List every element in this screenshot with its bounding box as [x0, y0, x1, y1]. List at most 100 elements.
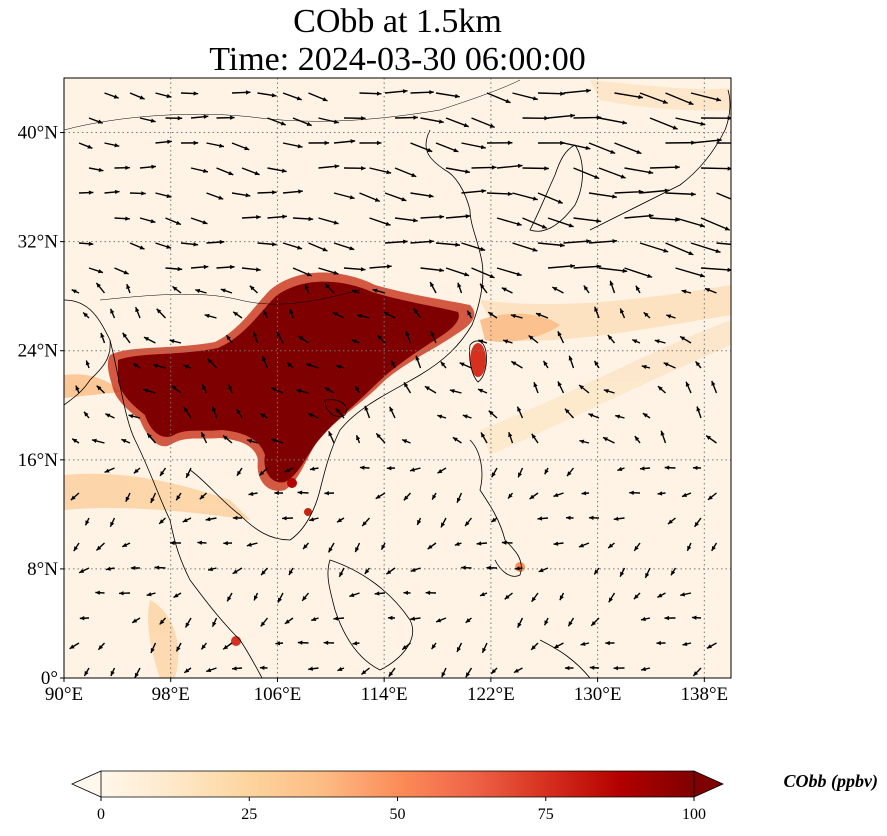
wind-arrow-head [125, 216, 130, 221]
wind-arrow-head [538, 568, 544, 573]
wind-arrow-head [328, 431, 333, 437]
wind-arrow-head [580, 641, 586, 646]
wind-arrow-head [389, 406, 394, 412]
wind-arrow-head [682, 492, 688, 497]
wind-arrow-head [298, 335, 304, 341]
wind-arrow-head [488, 410, 494, 416]
wind-arrow-head [440, 361, 446, 367]
wind-arrow-head [333, 220, 339, 225]
wind-arrow-head [143, 337, 149, 342]
wind-arrow-head [324, 140, 330, 146]
wind-arrow-head [517, 406, 522, 412]
wind-arrow-head [645, 572, 650, 578]
border-china-south [99, 289, 361, 305]
wind-arrow-head [553, 492, 559, 498]
wind-arrow-head [170, 540, 175, 546]
wind-arrow-head [660, 430, 665, 436]
wind-arrow-head [486, 565, 491, 570]
wind-arrow-head [528, 335, 534, 341]
wind-arrow-head [456, 646, 461, 652]
wind-arrow-head [459, 362, 465, 367]
wind-arrow-head [664, 188, 670, 193]
wind-arrow-head [130, 565, 136, 571]
wind-arrow-head [583, 285, 589, 291]
wind-arrow-head [531, 433, 537, 439]
wind-arrow-shaft [665, 92, 694, 106]
wind-arrow-head [143, 388, 148, 393]
wind-arrow-head [261, 570, 266, 576]
wind-arrow-head [463, 123, 469, 128]
wind-arrow-head [146, 592, 152, 597]
wind-arrow-head [667, 519, 673, 525]
plume-spot [515, 562, 525, 572]
wind-arrow-head [501, 540, 507, 545]
wind-arrow-head [570, 263, 575, 269]
wind-arrow-head [152, 363, 158, 368]
wind-arrow-head [70, 495, 76, 501]
wind-arrow-head [297, 144, 303, 149]
wind-arrow-head [212, 621, 217, 627]
wind-arrow-head [377, 335, 383, 340]
wind-arrow-head [612, 194, 617, 199]
plume-core [118, 281, 459, 483]
wind-arrow-head [173, 593, 179, 598]
wind-arrow-head [286, 362, 292, 368]
wind-arrow-head [620, 174, 626, 179]
wind-arrow-shaft [649, 217, 680, 221]
wind-arrow-shaft [639, 189, 670, 194]
wind-arrow-head [88, 190, 94, 195]
coastline-borneo [327, 559, 413, 671]
plume-patch-east-taiwan [480, 313, 560, 342]
wind-arrow-head [151, 164, 156, 170]
wind-arrow-head [133, 363, 139, 368]
longitude-tick-label: 90°E [45, 684, 83, 705]
wind-arrow-head [405, 331, 410, 337]
wind-arrow-head [123, 270, 129, 275]
wind-arrow-head [670, 570, 676, 576]
wind-arrow-head [664, 615, 670, 621]
wind-arrow-shaft [690, 242, 721, 253]
wind-arrow-head [386, 169, 392, 175]
wind-arrow-head [223, 435, 228, 441]
wind-arrow-head [322, 247, 328, 252]
wind-arrow-head [98, 269, 103, 274]
wind-arrow-head [376, 140, 382, 146]
wind-arrow-head [352, 641, 358, 646]
wind-arrow-head [311, 616, 317, 622]
wind-arrow-head [711, 545, 716, 551]
wind-arrow-head [515, 566, 520, 571]
wind-arrow-head [634, 545, 639, 551]
wind-arrow-head [387, 615, 393, 621]
wind-arrow-head [306, 272, 312, 277]
wind-arrow-head [183, 364, 189, 369]
wind-arrow-head [633, 594, 639, 600]
longitude-tick-label: 122°E [467, 684, 515, 705]
wind-arrow-head [275, 641, 281, 646]
colorbar-ticks: 0 25 50 75 100 [97, 797, 706, 823]
wind-arrow-head [204, 313, 210, 319]
wind-arrow-head [262, 356, 267, 362]
wind-arrow-head [205, 517, 211, 522]
wind-arrow-head [227, 596, 232, 602]
wind-arrow-head [245, 90, 251, 95]
wind-arrow-head [375, 494, 381, 499]
wind-arrow-head [636, 149, 642, 154]
wind-arrow-shaft [588, 142, 616, 155]
wind-arrow-head [557, 331, 562, 337]
wind-arrow-shaft [675, 117, 706, 126]
wind-arrow-shaft [700, 267, 731, 271]
colorbar-extend-max [693, 770, 724, 798]
wind-arrow-head [553, 644, 559, 649]
wind-arrow-head [605, 640, 610, 646]
wind-arrow-head [114, 189, 120, 195]
wind-arrow-head [360, 267, 366, 272]
wind-arrow-head [350, 139, 356, 144]
wind-arrow-head [104, 468, 110, 473]
wind-arrow-head [428, 193, 434, 199]
longitude-tick-label: 106°E [254, 684, 302, 705]
wind-arrow-head [544, 620, 549, 626]
wind-arrow-head [620, 308, 625, 314]
wind-arrow-head [110, 521, 115, 527]
wind-arrow-head [324, 387, 330, 392]
wind-arrow-head [452, 437, 458, 442]
